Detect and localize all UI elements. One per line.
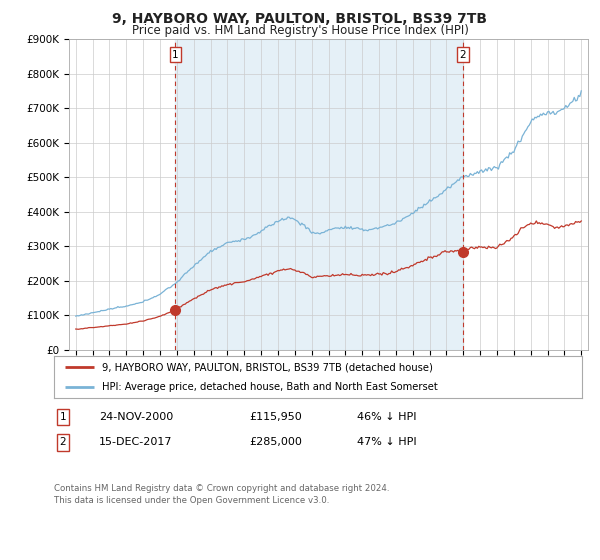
Text: 1: 1 [172,50,179,60]
Text: 2: 2 [59,437,67,447]
Bar [175,39,463,350]
Text: 47% ↓ HPI: 47% ↓ HPI [357,437,416,447]
Text: 9, HAYBORO WAY, PAULTON, BRISTOL, BS39 7TB (detached house): 9, HAYBORO WAY, PAULTON, BRISTOL, BS39 7… [101,362,433,372]
Text: HPI: Average price, detached house, Bath and North East Somerset: HPI: Average price, detached house, Bath… [101,382,437,392]
Text: 24-NOV-2000: 24-NOV-2000 [99,412,173,422]
Text: 46% ↓ HPI: 46% ↓ HPI [357,412,416,422]
Text: 1: 1 [59,412,67,422]
Text: Price paid vs. HM Land Registry's House Price Index (HPI): Price paid vs. HM Land Registry's House … [131,24,469,37]
Text: 9, HAYBORO WAY, PAULTON, BRISTOL, BS39 7TB: 9, HAYBORO WAY, PAULTON, BRISTOL, BS39 7… [113,12,487,26]
Text: £115,950: £115,950 [249,412,302,422]
Text: 2: 2 [460,50,466,60]
Text: Contains HM Land Registry data © Crown copyright and database right 2024.
This d: Contains HM Land Registry data © Crown c… [54,484,389,505]
Text: 15-DEC-2017: 15-DEC-2017 [99,437,173,447]
Text: £285,000: £285,000 [249,437,302,447]
